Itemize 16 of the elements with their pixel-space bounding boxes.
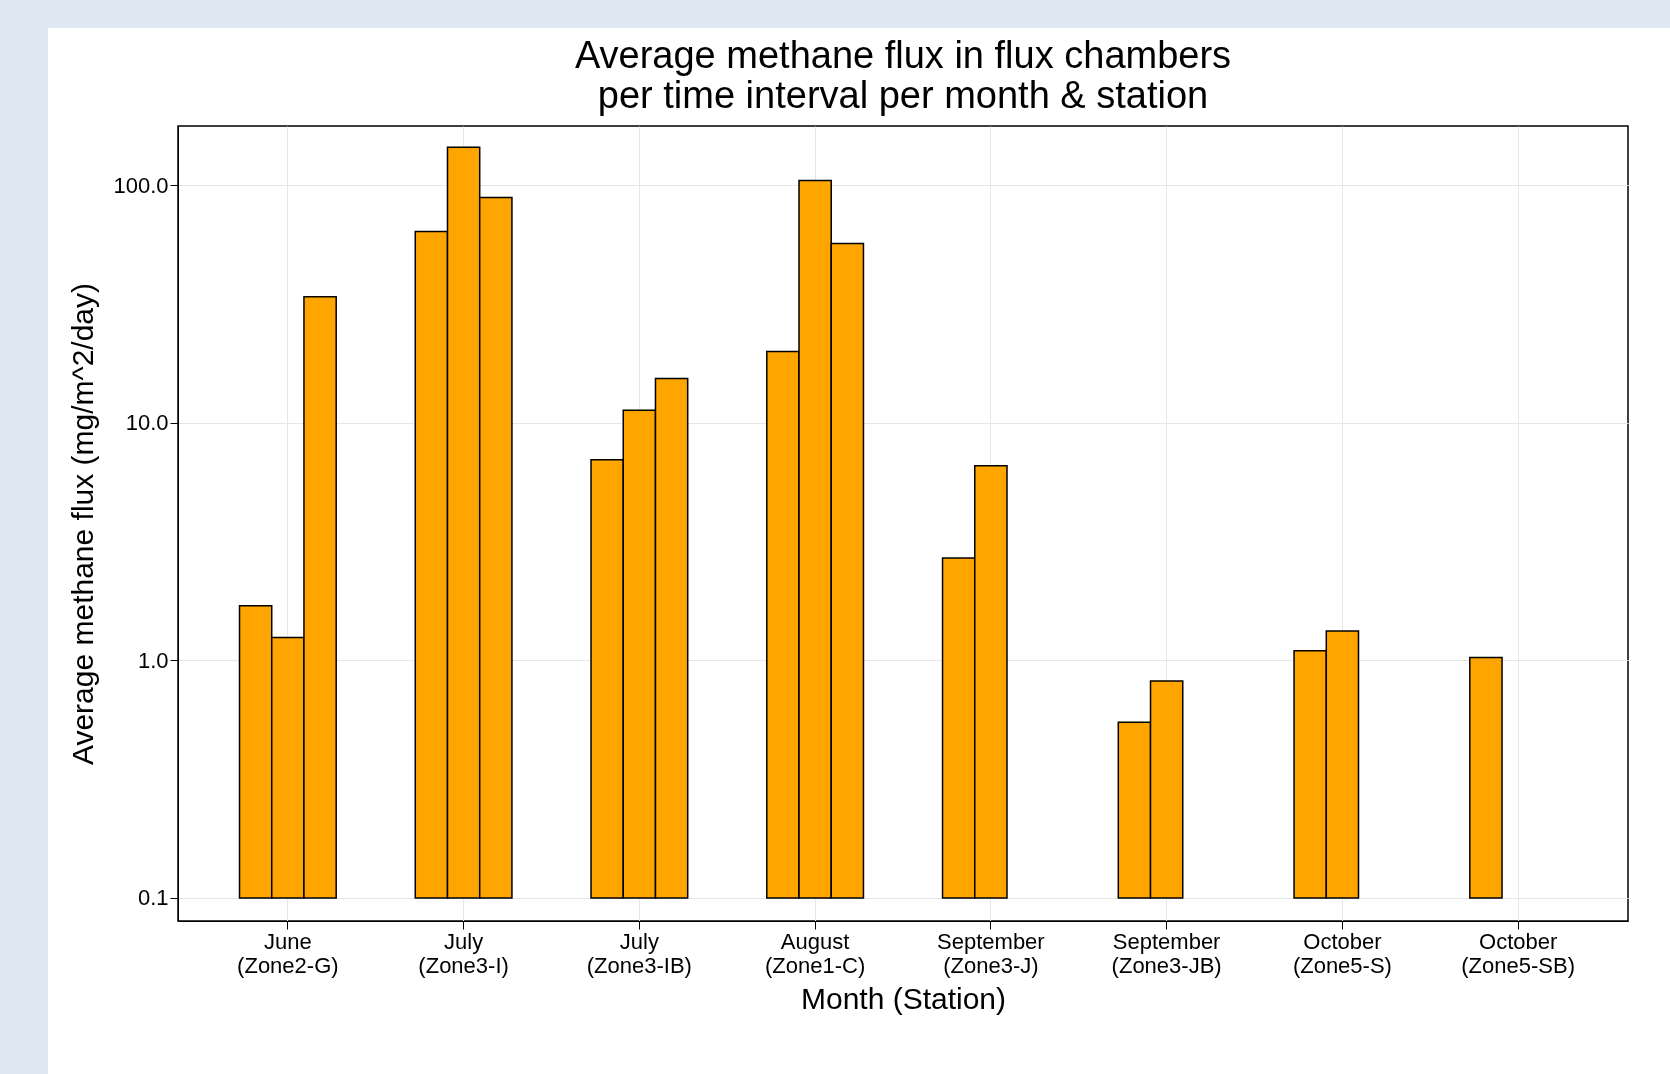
bar [1469, 656, 1503, 899]
x-tick-label: July (Zone3-I) [418, 928, 509, 978]
y-tick-label: 0.1 [137, 885, 169, 911]
x-tick-label: October (Zone5-SB) [1461, 928, 1576, 978]
chart-title: Average methane flux in flux chambers per time interval per month & station [574, 34, 1232, 116]
x-axis-title: Month (Station) [800, 981, 1007, 1015]
x-tick-label: October (Zone5-S) [1292, 928, 1392, 978]
y-tick-label: 1.0 [137, 647, 169, 673]
x-tick-label: August (Zone1-C) [765, 928, 866, 978]
y-tick-label: 100.0 [113, 172, 169, 198]
x-tick-label: June (Zone2-G) [237, 928, 339, 978]
x-tick-label: September (Zone3-JB) [1111, 928, 1222, 978]
x-tick-label: September (Zone3-J) [937, 928, 1045, 978]
y-axis-title: Average methane flux (mg/m^2/day) [66, 282, 100, 766]
x-tick-label: July (Zone3-IB) [586, 928, 692, 978]
y-tick-label: 10.0 [125, 410, 169, 436]
